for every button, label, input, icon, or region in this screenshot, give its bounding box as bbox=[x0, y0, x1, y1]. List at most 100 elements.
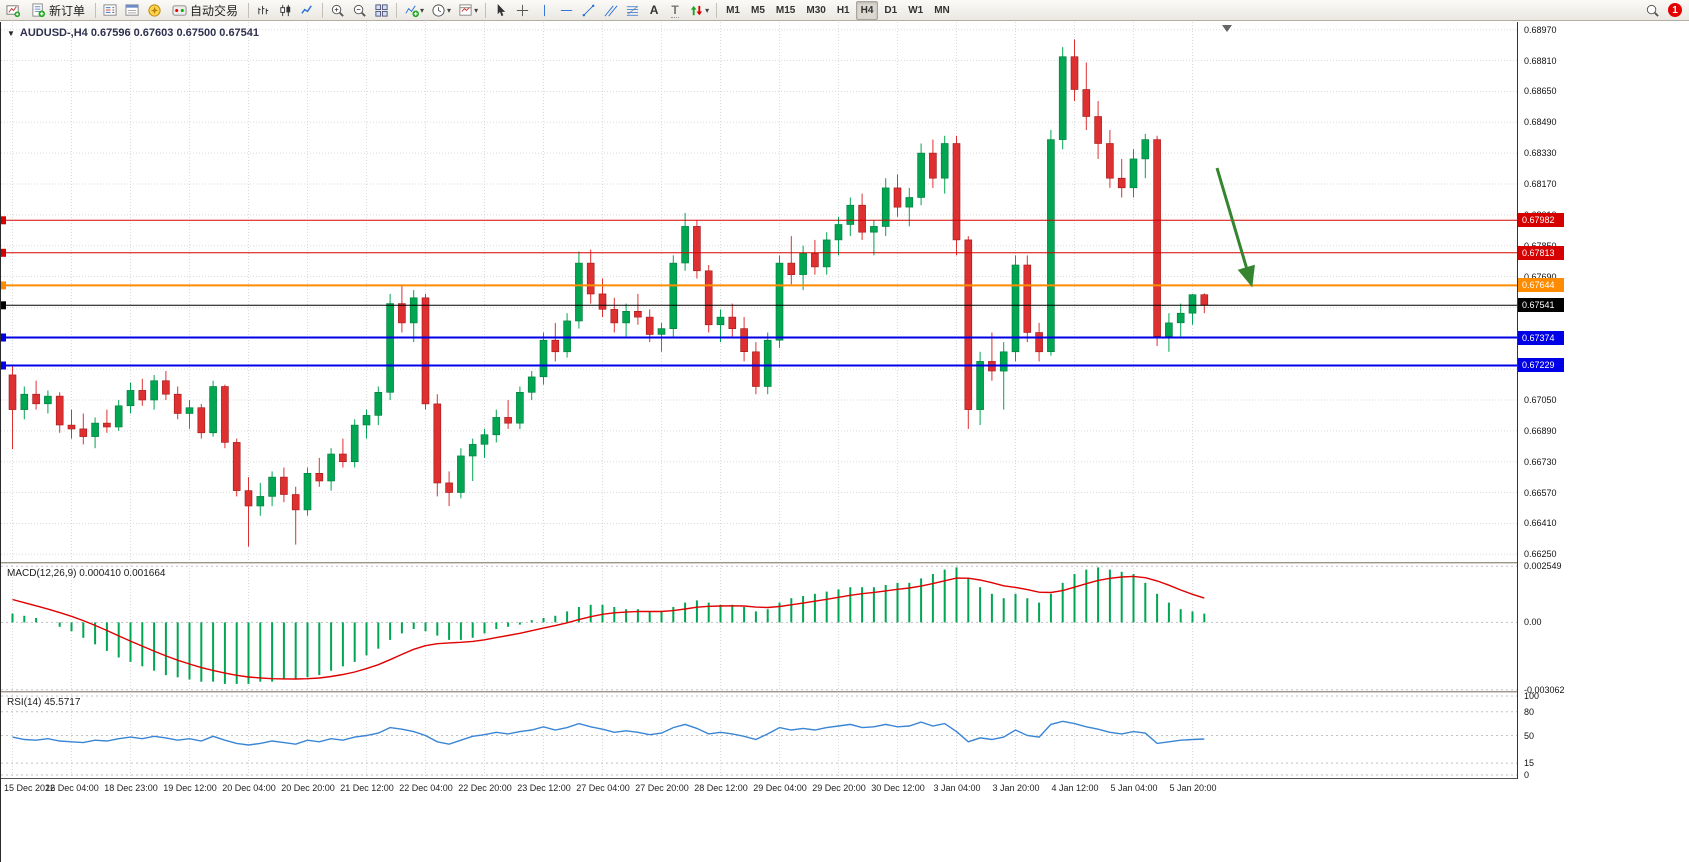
vertical-line-icon bbox=[544, 4, 546, 16]
candle bbox=[126, 390, 135, 407]
candlestick-chart-button[interactable] bbox=[275, 1, 296, 20]
timeframe-h4-button[interactable]: H4 bbox=[855, 0, 879, 20]
price-level-handle[interactable] bbox=[1, 248, 6, 257]
price-tick-label: 0.68810 bbox=[1524, 56, 1557, 66]
arrows-button[interactable]: ▾ bbox=[686, 1, 712, 20]
timeframe-m1-button[interactable]: M1 bbox=[726, 4, 740, 16]
candle bbox=[893, 187, 902, 208]
text-label-tool-label: T bbox=[671, 2, 679, 18]
templates-button[interactable]: ▾ bbox=[455, 1, 481, 20]
candle bbox=[138, 390, 147, 401]
timeframe-d1-button[interactable]: D1 bbox=[884, 4, 898, 16]
auto-trading-button[interactable]: 自动交易 bbox=[166, 1, 244, 20]
candle bbox=[280, 476, 288, 495]
price-tick-label: 0.66890 bbox=[1524, 426, 1557, 436]
price-tag[interactable]: 0.67644 bbox=[1518, 278, 1564, 292]
market-watch-button[interactable] bbox=[100, 1, 121, 20]
timeframe-m30-button[interactable]: M30 bbox=[806, 4, 826, 16]
timeframe-w1-button[interactable]: W1 bbox=[908, 4, 924, 16]
data-window-button[interactable] bbox=[122, 1, 143, 20]
gridlines bbox=[1, 565, 1517, 691]
periods-button[interactable]: ▾ bbox=[428, 1, 454, 20]
tile-windows-button[interactable] bbox=[371, 1, 392, 20]
search-button[interactable] bbox=[1642, 1, 1663, 20]
timeframe-m15-button[interactable]: M15 bbox=[775, 4, 796, 16]
candle bbox=[103, 422, 111, 428]
new-order-icon bbox=[32, 2, 46, 17]
price-level-handle[interactable] bbox=[1, 301, 6, 310]
timeframe-mn-button[interactable]: MN bbox=[934, 4, 950, 16]
candle bbox=[1165, 322, 1173, 337]
trend-arrow[interactable] bbox=[1215, 167, 1255, 288]
bar-chart-button[interactable] bbox=[253, 1, 274, 20]
time-axis[interactable]: 15 Dec 2022 16 Dec 04:00 18 Dec 23:00 19 De… bbox=[1, 779, 1517, 799]
panel-divider[interactable] bbox=[1, 562, 1689, 565]
cursor-button[interactable] bbox=[490, 1, 511, 20]
panel-divider[interactable] bbox=[1, 691, 1689, 694]
fibonacci-button[interactable] bbox=[622, 1, 643, 20]
time-tick-label: 21 Dec 12:00 bbox=[340, 783, 394, 793]
candle bbox=[197, 407, 206, 434]
time-tick-label: 18 Dec 23:00 bbox=[104, 783, 158, 793]
trendline-icon bbox=[582, 4, 595, 16]
candle bbox=[1094, 116, 1102, 144]
zoom-in-button[interactable] bbox=[327, 1, 348, 20]
price-axis[interactable]: 0.68970 0.68810 0.68650 0.68490 0.68330 0.681… bbox=[1517, 22, 1689, 780]
candle bbox=[1106, 143, 1114, 179]
channel-button[interactable] bbox=[600, 1, 621, 20]
price-level-handle[interactable] bbox=[1, 216, 6, 225]
new-chart-button[interactable] bbox=[3, 1, 24, 20]
vertical-line-button[interactable] bbox=[534, 1, 555, 20]
candle bbox=[468, 444, 477, 457]
candle bbox=[952, 143, 961, 241]
gridlines bbox=[1, 29, 1517, 555]
price-level-handle[interactable] bbox=[1, 333, 6, 342]
new-order-button[interactable]: 新订单 bbox=[25, 1, 91, 20]
text-label-tool-button[interactable]: T bbox=[665, 1, 685, 20]
candle bbox=[905, 197, 914, 208]
price-level-handle[interactable] bbox=[1, 281, 6, 290]
price-level-handle[interactable] bbox=[1, 361, 6, 370]
main-toolbar: 新订单 自动交易 ▾ ▾ ▾ A T ▾ M1 M5 M15 M30 H1 bbox=[0, 0, 1689, 21]
price-tick-label: 0.66730 bbox=[1524, 457, 1557, 467]
timeframe-m5-button[interactable]: M5 bbox=[751, 4, 765, 16]
time-tick-label: 23 Dec 12:00 bbox=[517, 783, 571, 793]
main-price-chart[interactable] bbox=[1, 22, 1517, 562]
candle bbox=[91, 422, 99, 437]
crosshair-icon bbox=[516, 4, 529, 16]
candle bbox=[44, 395, 52, 405]
candle bbox=[645, 316, 654, 335]
zoom-out-button[interactable] bbox=[349, 1, 370, 20]
time-tick-label: 27 Dec 20:00 bbox=[635, 783, 689, 793]
navigator-button[interactable] bbox=[144, 1, 165, 20]
price-tick-label: 0.68330 bbox=[1524, 148, 1557, 158]
chevron-down-icon[interactable]: ▼ bbox=[7, 28, 15, 38]
time-tick-label: 15 Dec 2022 bbox=[4, 783, 56, 793]
shift-marker[interactable] bbox=[1222, 25, 1232, 32]
cursor-icon bbox=[497, 3, 506, 16]
price-tag[interactable]: 0.67374 bbox=[1518, 331, 1564, 345]
macd-panel[interactable] bbox=[1, 565, 1517, 691]
price-tag[interactable]: 0.67229 bbox=[1518, 358, 1564, 372]
price-tag[interactable]: 0.67541 bbox=[1518, 298, 1564, 312]
indicators-button[interactable]: ▾ bbox=[401, 1, 427, 20]
text-tool-button[interactable]: A bbox=[644, 1, 664, 20]
candle bbox=[681, 226, 689, 264]
candle bbox=[598, 293, 607, 310]
candle bbox=[716, 316, 725, 326]
crosshair-button[interactable] bbox=[512, 1, 533, 20]
candle bbox=[964, 239, 973, 410]
notification-badge[interactable]: 1 bbox=[1668, 3, 1682, 17]
price-tag[interactable]: 0.67982 bbox=[1518, 213, 1564, 227]
horizontal-line-button[interactable] bbox=[556, 1, 577, 20]
rsi-panel[interactable] bbox=[1, 694, 1517, 778]
timeframe-h1-button[interactable]: H1 bbox=[836, 4, 850, 16]
line-chart-button[interactable] bbox=[297, 1, 318, 20]
price-tag[interactable]: 0.67813 bbox=[1518, 246, 1564, 260]
macd-indicator-label: MACD(12,26,9) 0.000410 0.001664 bbox=[7, 568, 166, 579]
trendline-button[interactable] bbox=[578, 1, 599, 20]
candle bbox=[327, 453, 335, 482]
dropdown-arrow-icon: ▾ bbox=[447, 5, 452, 15]
candle bbox=[1070, 56, 1079, 90]
gridlines bbox=[12, 22, 1193, 562]
